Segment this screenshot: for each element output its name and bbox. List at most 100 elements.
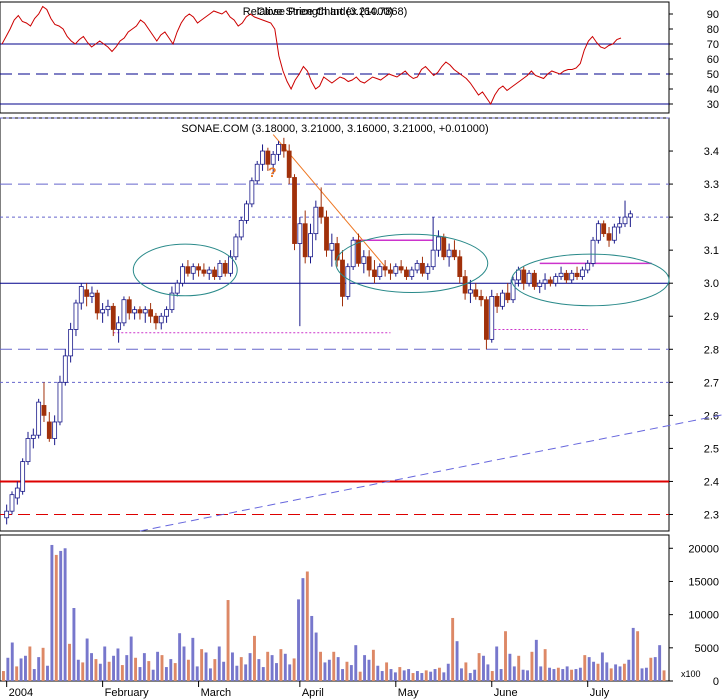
volume-bar	[490, 671, 494, 681]
candle-body	[537, 282, 543, 287]
volume-bar	[371, 649, 375, 681]
volume-bar	[495, 646, 499, 681]
candle-body	[569, 272, 575, 281]
candle-body	[489, 296, 495, 340]
volume-bar	[460, 668, 463, 681]
candle-body	[590, 239, 596, 264]
candle-body	[420, 262, 425, 274]
volume-bar	[261, 667, 265, 681]
candle-body	[57, 381, 63, 423]
volume-bar	[85, 638, 89, 681]
pattern-ellipse	[335, 233, 489, 294]
volume-bar	[517, 655, 521, 681]
volume-bar	[217, 646, 221, 681]
volume-bar	[398, 667, 402, 681]
candle-body	[142, 309, 148, 314]
candle-body	[137, 309, 143, 314]
candle-body	[110, 305, 116, 330]
volume-bar	[46, 665, 49, 681]
volume-bar	[182, 646, 186, 681]
volume-bar	[156, 651, 160, 681]
volume-bar	[464, 662, 468, 681]
y-tick-label: 5000	[695, 643, 719, 655]
volume-bar	[534, 639, 538, 681]
volume-bar	[59, 550, 63, 681]
candle-body	[542, 279, 548, 284]
volume-bar	[556, 667, 560, 681]
volume-bar	[437, 667, 441, 681]
volume-bar	[116, 648, 120, 681]
candle-body	[393, 266, 399, 274]
candle-body	[196, 266, 201, 271]
panel-frame	[0, 1, 670, 114]
candle-body	[52, 421, 58, 439]
candle-body	[302, 223, 308, 258]
volume-unit-label: x100	[681, 669, 701, 679]
y-tick-label: 2.9	[704, 311, 719, 323]
candle-body	[622, 216, 628, 225]
candle-body	[185, 266, 191, 274]
candle-body	[153, 315, 159, 324]
volume-bar	[468, 673, 472, 681]
volume-bar	[125, 655, 129, 681]
volume-bar	[402, 670, 406, 681]
candle-body	[324, 216, 329, 251]
volume-bar	[504, 631, 507, 681]
volume-bar	[6, 657, 10, 681]
volume-bar	[367, 659, 371, 681]
candle-body	[254, 163, 260, 182]
candle-body	[41, 405, 47, 416]
candle-body	[46, 421, 52, 439]
volume-bar	[644, 667, 648, 681]
candle-body	[457, 256, 463, 277]
volume-bar	[72, 608, 76, 681]
candle-body	[350, 239, 356, 268]
volume-bar	[376, 665, 380, 681]
volume-bar	[631, 627, 635, 681]
volume-bar	[622, 663, 626, 681]
y-tick-label: 2.4	[704, 476, 719, 488]
volume-bar	[10, 642, 14, 681]
candle-body	[217, 262, 223, 277]
x-tick-label: March	[201, 687, 232, 699]
candle-body	[558, 272, 564, 277]
volume-bar	[548, 667, 551, 681]
volume-bar	[389, 669, 393, 681]
candle-body	[547, 279, 553, 284]
y-tick-label: 2.3	[704, 509, 719, 521]
volume-bar	[323, 662, 327, 681]
candle-body	[105, 305, 111, 311]
candle-body	[36, 401, 42, 436]
rsi-line	[1, 5, 622, 106]
volume-bar	[455, 641, 459, 681]
candle-body	[318, 206, 324, 218]
volume-bar	[627, 659, 631, 681]
y-tick-label: 0	[713, 676, 719, 688]
candle-body	[473, 289, 479, 297]
volume-bar	[173, 663, 177, 681]
x-tick-label: July	[590, 687, 610, 699]
candle-body	[206, 269, 212, 274]
volume-bar	[24, 655, 27, 681]
volume-bar	[451, 617, 455, 681]
volume-bar	[587, 657, 591, 681]
candle-body	[276, 144, 281, 155]
volume-bar	[433, 669, 437, 681]
candle-body	[430, 249, 436, 268]
volume-bar	[283, 653, 287, 681]
volume-bar	[442, 672, 446, 681]
y-tick-label: 30	[707, 99, 719, 111]
volume-bar	[336, 657, 340, 681]
candle-body	[500, 292, 505, 307]
volume-bar	[19, 658, 23, 681]
volume-bar	[482, 655, 485, 681]
candle-body	[292, 177, 297, 244]
candle-body	[84, 289, 90, 297]
long-trend-line	[139, 414, 723, 532]
volume-bar	[186, 659, 190, 681]
y-tick-label: 90	[707, 9, 719, 21]
volume-bar	[2, 671, 5, 681]
y-tick-label: 2.7	[704, 377, 719, 389]
volume-bar	[605, 662, 609, 681]
y-tick-label: 70	[707, 39, 719, 51]
